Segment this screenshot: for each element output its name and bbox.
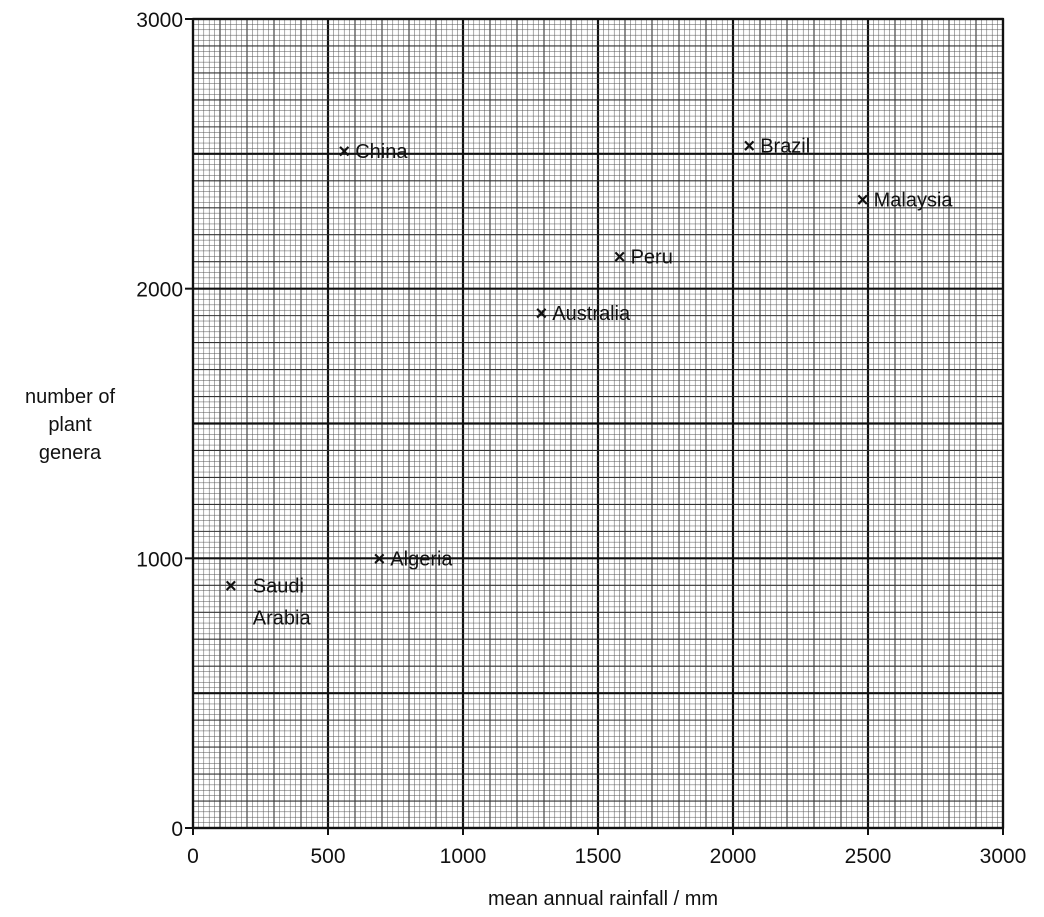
x-tick-label: 500 [310,845,345,868]
x-tick-label: 2500 [845,845,892,868]
y-tick-label: 3000 [136,9,183,32]
point-marker: × [338,141,350,163]
point-label: Brazil [760,136,810,158]
point-marker: × [857,190,869,212]
point-label: Algeria [390,548,453,570]
grid [191,17,1005,830]
x-tick-label: 1000 [440,845,487,868]
axes [185,17,1005,835]
data-points: × China × Brazil× Malaysia× Peru× Australia× Al… [225,136,953,630]
data-point: × Malaysia [857,190,954,212]
point-marker: × [225,575,237,597]
point-label: Saudi Arabia [253,575,312,629]
point-label: China [355,141,408,163]
tick-labels: 0 500 1000 1500 2000 2500 3000 0 1000 2000 3000 [136,9,1026,868]
point-marker: × [614,246,626,268]
y-tick-label: 1000 [136,548,183,571]
y-tick-label: 0 [171,818,183,841]
data-point: × Algeria [373,548,453,570]
data-point: × Saudi Arabia [225,575,312,629]
point-label: Peru [631,246,673,268]
point-label: Australia [552,303,631,325]
point-marker: × [743,136,755,158]
point-marker: × [373,548,385,570]
data-point: × Australia [535,303,631,325]
x-tick-label: 1500 [575,845,622,868]
x-tick-label: 0 [187,845,199,868]
data-point: × Peru [614,246,673,268]
point-marker: × [535,303,547,325]
x-axis-title: mean annual rainfall / mm [488,888,718,910]
data-point: × Brazil [743,136,810,158]
data-point: × China [338,141,408,163]
x-tick-label: 3000 [980,845,1027,868]
y-axis-title: number of plant genera [25,386,115,464]
y-tick-label: 2000 [136,279,183,302]
x-tick-label: 2000 [710,845,757,868]
point-label: Malaysia [874,190,954,212]
axis-titles: mean annual rainfall / mm number of plant… [25,386,718,910]
